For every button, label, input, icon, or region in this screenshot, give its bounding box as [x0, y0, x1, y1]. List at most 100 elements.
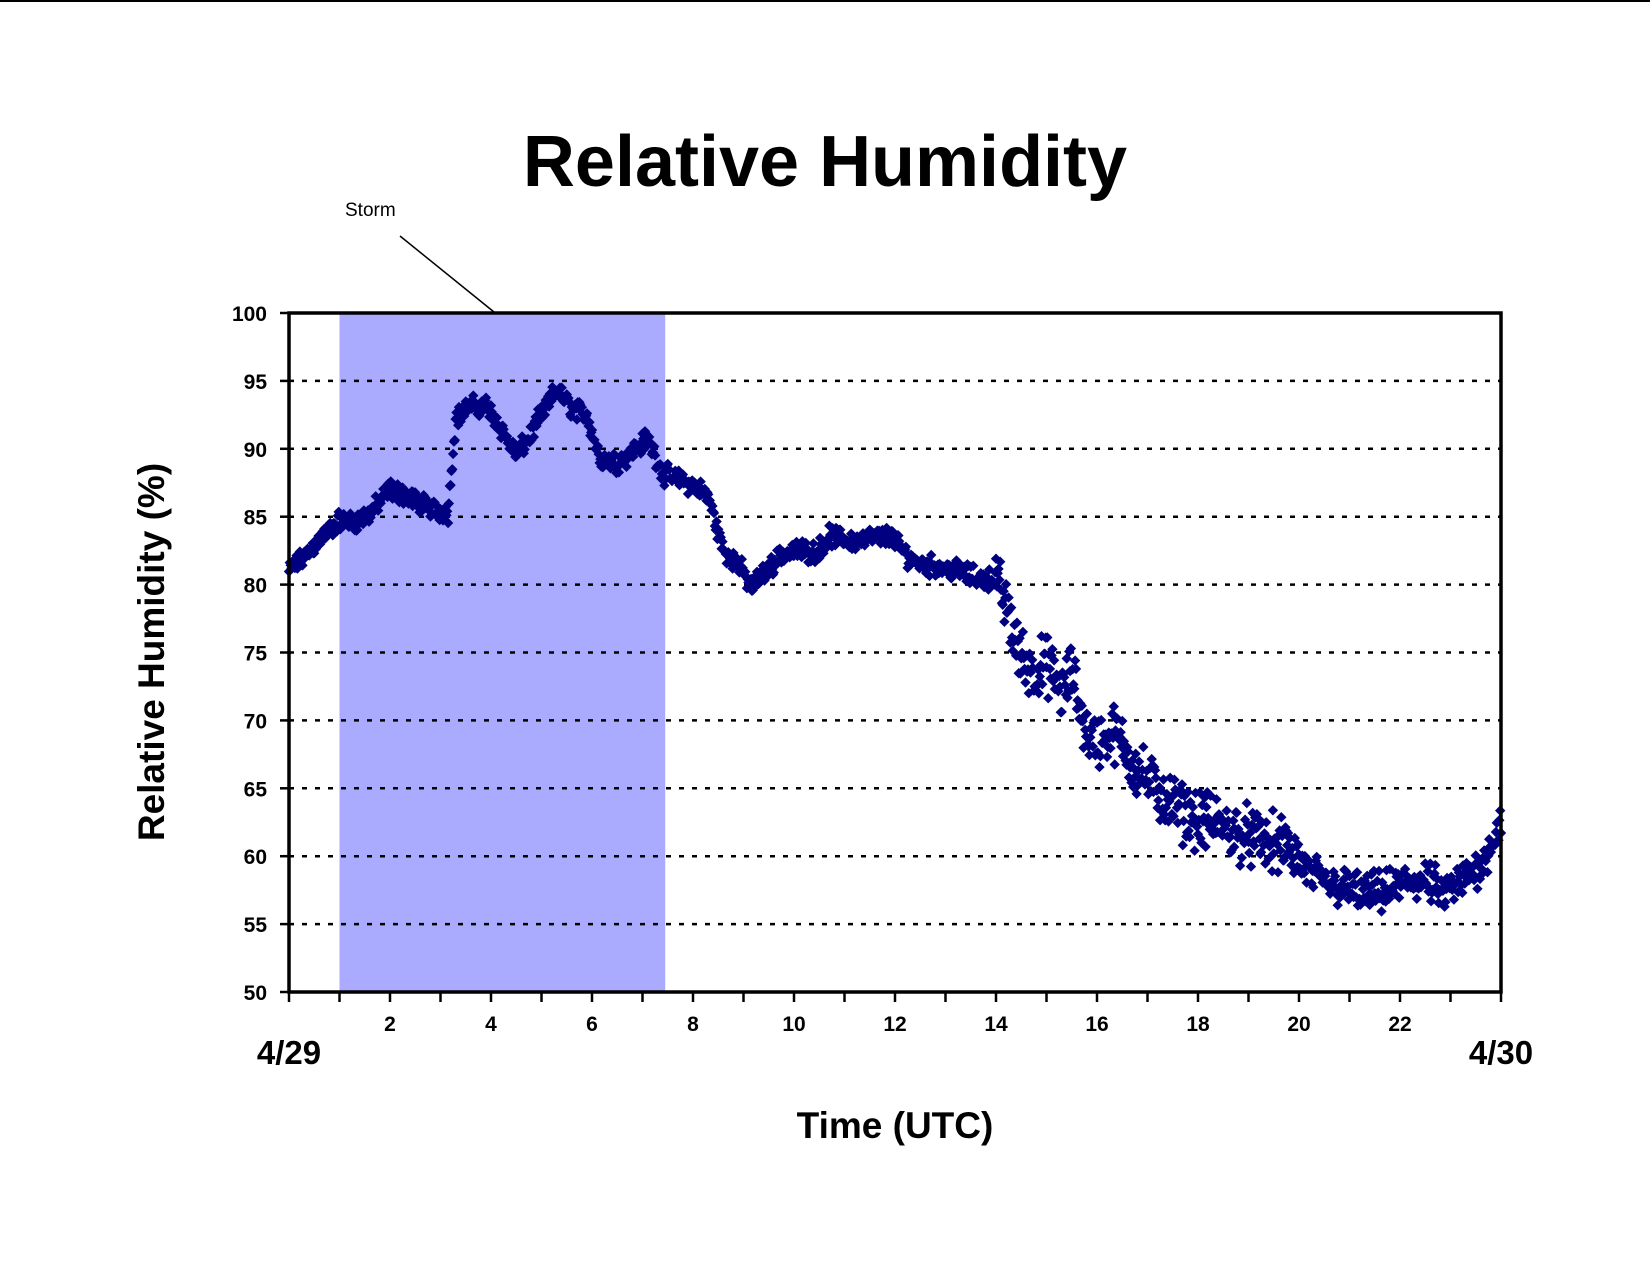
data-point [1245, 827, 1256, 838]
data-point [1276, 812, 1287, 823]
data-point [1320, 867, 1332, 878]
data-point [1149, 765, 1161, 776]
x-tick-label: 20 [1287, 1013, 1310, 1036]
data-point [1053, 686, 1064, 697]
data-point [1061, 653, 1072, 664]
data-point [1094, 761, 1105, 773]
data-point [443, 498, 455, 509]
y-tick-label: 65 [244, 778, 268, 801]
data-point [695, 476, 706, 487]
data-point [1024, 648, 1035, 659]
data-point [1144, 776, 1155, 788]
data-point [824, 520, 835, 531]
data-point [845, 539, 856, 550]
data-point [1425, 858, 1436, 869]
data-point [924, 570, 935, 582]
data-point [1362, 870, 1373, 881]
data-point [774, 543, 785, 554]
data-point [1337, 889, 1348, 900]
data-point [1282, 840, 1293, 851]
data-point [1150, 772, 1162, 784]
data-point [311, 542, 322, 553]
data-point [1411, 893, 1422, 904]
data-point [1430, 859, 1441, 871]
data-point [1172, 817, 1183, 829]
y-tick-label: 75 [244, 643, 268, 666]
data-point [625, 443, 636, 454]
data-point [635, 448, 646, 459]
data-point [1048, 676, 1059, 687]
data-point [796, 551, 807, 563]
data-point [1194, 787, 1205, 798]
data-point [1421, 880, 1433, 891]
data-point [894, 536, 905, 547]
data-point [1266, 866, 1278, 877]
data-point [1439, 901, 1450, 912]
data-point [1072, 695, 1083, 706]
data-point [1196, 837, 1207, 848]
data-point [1161, 788, 1173, 800]
date-start-label: 4/29 [257, 1034, 321, 1071]
chart-title: Relative Humidity [523, 122, 1127, 202]
data-point [599, 449, 610, 461]
data-point [731, 556, 742, 567]
data-point [1301, 877, 1312, 888]
data-point [338, 508, 349, 520]
data-point [1461, 857, 1472, 869]
data-point [761, 571, 773, 582]
data-point [447, 448, 459, 460]
data-point [1117, 751, 1129, 762]
data-point [480, 392, 492, 403]
data-point [326, 522, 338, 533]
data-point [324, 528, 335, 539]
data-point [1132, 780, 1143, 791]
data-point [1364, 899, 1375, 911]
data-point [1211, 794, 1222, 805]
data-point [1311, 851, 1322, 863]
data-point [1114, 731, 1125, 742]
data-point [1087, 741, 1098, 752]
storm-annotation-line [399, 235, 495, 313]
data-point [1011, 650, 1022, 661]
data-point [639, 443, 650, 455]
data-point [1388, 881, 1400, 893]
data-point [1184, 831, 1195, 843]
data-point [1000, 579, 1012, 590]
data-point [1472, 883, 1483, 894]
data-point [952, 557, 964, 568]
data-point [1101, 751, 1113, 763]
date-end-label: 4/30 [1469, 1034, 1533, 1071]
data-point [1044, 663, 1056, 675]
data-point [1018, 652, 1029, 664]
data-point [1261, 817, 1272, 828]
data-point [1367, 879, 1378, 891]
data-point [1014, 633, 1025, 644]
y-tick-label: 60 [244, 846, 267, 869]
data-point [1048, 655, 1060, 666]
data-point [959, 563, 971, 575]
data-point [1065, 643, 1077, 654]
data-point [808, 538, 819, 549]
data-point [1289, 832, 1300, 844]
data-point [1431, 873, 1443, 884]
data-point [1027, 654, 1038, 666]
data-point [1228, 815, 1239, 826]
data-point [1427, 884, 1438, 895]
x-tick-label: 16 [1085, 1013, 1108, 1036]
data-point [307, 538, 318, 549]
data-point [993, 563, 1004, 575]
data-point [1275, 845, 1286, 856]
data-point [1274, 825, 1285, 836]
data-point [673, 465, 684, 476]
x-tick-label: 12 [883, 1013, 906, 1036]
data-point [999, 616, 1010, 627]
data-point [571, 414, 583, 425]
data-point [1237, 830, 1248, 841]
data-point [556, 382, 567, 393]
x-tick-label: 6 [586, 1013, 598, 1036]
data-point [1122, 746, 1134, 757]
data-point [576, 402, 588, 413]
data-point [344, 520, 355, 531]
data-point [1272, 867, 1284, 878]
data-point [1136, 773, 1147, 784]
